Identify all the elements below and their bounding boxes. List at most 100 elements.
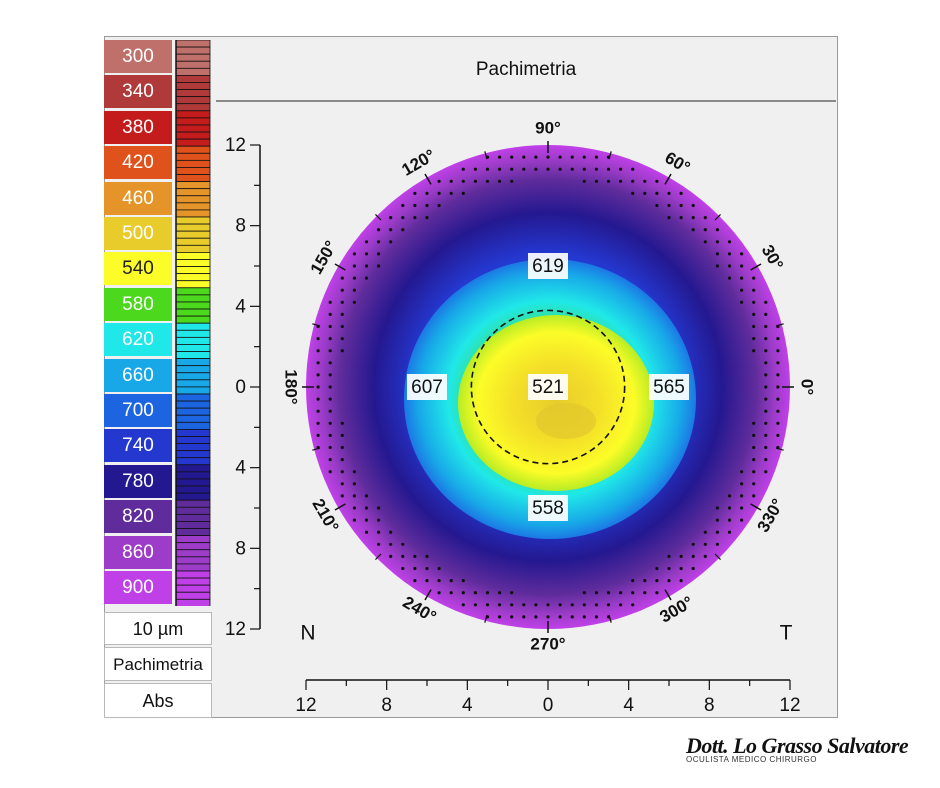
ring-dot: [546, 167, 550, 171]
legend-ladder-cell: [175, 89, 211, 98]
ring-dot: [582, 167, 586, 171]
ring-dot: [328, 409, 332, 413]
ring-dot: [328, 324, 332, 329]
legend-ladder-cell: [175, 563, 211, 572]
ring-dot: [715, 264, 719, 268]
ring-dot: [328, 421, 332, 425]
ring-dot: [679, 203, 683, 208]
legend-ladder-cell: [175, 464, 211, 473]
ring-dot: [352, 300, 356, 304]
ring-dot: [740, 482, 744, 486]
ring-dot: [437, 179, 441, 183]
ring-dot: [498, 615, 502, 619]
legend-ladder-cell: [175, 244, 211, 253]
legend-ladder-cell: [175, 428, 211, 437]
ring-dot: [776, 409, 780, 413]
ring-dot: [522, 603, 526, 607]
ring-dot: [473, 179, 477, 183]
ring-dot: [510, 615, 514, 619]
legend-swatch-900: 900: [104, 571, 172, 604]
legend-ladder-cell: [175, 485, 211, 494]
ring-dot: [340, 421, 344, 425]
ring-dot: [401, 228, 405, 232]
ring-dot: [752, 337, 756, 341]
ring-dot: [328, 349, 332, 353]
ring-dot: [510, 603, 514, 607]
ring-dot: [328, 373, 332, 377]
legend-ladder-cell: [175, 124, 211, 133]
legend-ladder-cell: [175, 96, 211, 105]
ring-dot: [776, 421, 780, 425]
ring-dot: [740, 300, 744, 304]
legend-ladder-cell: [175, 251, 211, 260]
ring-dot: [606, 603, 611, 607]
ring-dot: [352, 518, 356, 522]
legend-ladder-cell: [175, 542, 211, 551]
legend-swatch-740: 740: [104, 429, 172, 463]
ring-dot: [752, 458, 756, 462]
ring-dot: [316, 385, 320, 389]
legend-ladder-cell: [175, 216, 211, 225]
legend-swatch-780: 780: [104, 464, 172, 498]
ring-dot: [715, 530, 719, 534]
ring-dot: [655, 579, 659, 583]
ring-dot: [401, 542, 405, 546]
x-tick-label: 12: [779, 695, 800, 716]
ring-dot: [594, 167, 598, 171]
ring-dot: [643, 179, 647, 183]
ring-dot: [727, 276, 732, 280]
ring-dot: [752, 300, 756, 304]
ring-dot: [340, 349, 344, 353]
y-tick-label: 0: [235, 377, 246, 398]
ring-dot: [715, 228, 719, 232]
angle-label-60: 60°: [662, 148, 694, 177]
legend-ladder-cell: [175, 351, 211, 359]
angle-tick-240: [424, 589, 432, 601]
ring-dot: [498, 603, 502, 607]
ring-dot: [340, 337, 344, 341]
legend-ladder-cell: [175, 315, 211, 324]
map-type-label[interactable]: Pachimetria: [104, 647, 212, 681]
ring-dot: [413, 216, 417, 220]
angle-tick-300: [664, 589, 672, 601]
ring-dot: [594, 591, 598, 595]
ring-dot: [485, 603, 490, 607]
legend-swatch-700: 700: [104, 394, 172, 427]
ring-dot: [727, 518, 732, 522]
legend-ladder-cell: [175, 174, 211, 183]
ring-dot: [340, 445, 344, 450]
ring-dot: [667, 191, 671, 195]
legend-ladder-cell: [175, 209, 211, 218]
ring-dot: [485, 591, 490, 595]
ring-dot: [558, 167, 562, 171]
ring-dot: [655, 591, 659, 595]
legend-ladder-cell: [175, 103, 211, 112]
legend-ladder-cell: [175, 421, 211, 430]
ring-dot: [764, 312, 768, 316]
ring-dot: [740, 252, 744, 256]
legend-ladder-cell: [175, 152, 211, 161]
ring-dot: [764, 458, 768, 462]
ring-dot: [522, 167, 526, 171]
legend-ladder-cell: [175, 117, 211, 126]
ring-dot: [377, 240, 381, 244]
step-size-label[interactable]: 10 µm: [104, 612, 212, 645]
ring-dot: [752, 421, 756, 425]
ring-dot: [510, 155, 514, 159]
cornea-thinnest-zone: [536, 403, 596, 439]
legend-swatch-380: 380: [104, 110, 172, 144]
ring-dot: [498, 155, 502, 159]
value-label-bg: [528, 253, 568, 279]
abs-rel-label[interactable]: Abs: [104, 683, 212, 718]
ring-dot: [449, 579, 453, 583]
ring-dot: [352, 252, 356, 256]
ring-dot: [715, 542, 719, 546]
ring-dot: [461, 179, 465, 183]
ring-dot: [437, 191, 441, 195]
legend-ladder-cell: [175, 188, 211, 197]
x-tick-label: 8: [381, 695, 392, 716]
legend-ladder-cell: [175, 280, 211, 289]
ring-dot: [534, 615, 538, 619]
ring-dot: [619, 591, 623, 595]
